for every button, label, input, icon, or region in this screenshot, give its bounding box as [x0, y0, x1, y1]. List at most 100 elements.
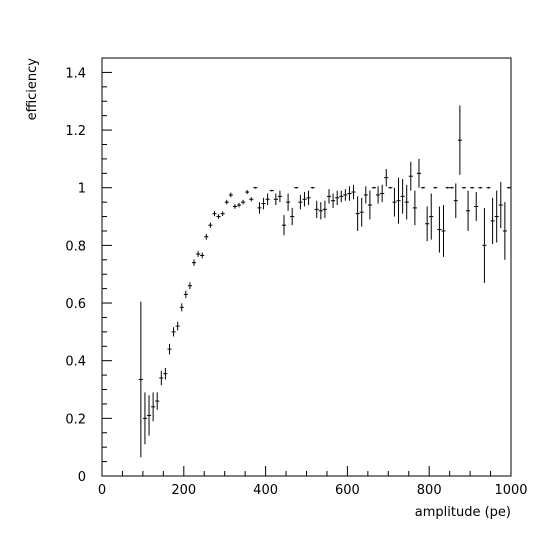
axis-ticks-layer: 0 200 400 600 800 1000 0 0.2 0.4 0.6 0.8 1 1.2 1.4 [65, 66, 527, 498]
data-point [232, 204, 237, 209]
data-point [281, 215, 287, 236]
data-point [478, 186, 483, 189]
x-tick-label: 0 [98, 483, 106, 498]
data-point [322, 200, 327, 218]
data-point [331, 193, 336, 208]
data-point [371, 186, 377, 189]
data-point [392, 187, 397, 217]
data-point [306, 190, 311, 206]
x-tick-label: 800 [417, 483, 442, 498]
data-point [273, 193, 278, 206]
x-tick-label: 1000 [494, 483, 527, 498]
data-point [179, 303, 184, 312]
data-point [355, 196, 360, 231]
y-tick-label: 0 [78, 470, 86, 485]
data-point [347, 186, 352, 201]
data-point [151, 392, 156, 422]
data-point [220, 211, 225, 216]
data-point [396, 177, 401, 224]
y-tick-label: 1.4 [65, 66, 86, 81]
data-point [461, 186, 467, 189]
x-tick-label: 600 [335, 483, 360, 498]
data-point [429, 193, 434, 240]
data-point [433, 186, 438, 189]
data-point [261, 197, 266, 210]
data-point [318, 202, 323, 220]
y-axis-label: efficiency [25, 58, 40, 121]
data-point [183, 290, 188, 299]
data-point [376, 186, 381, 204]
x-tick-label: 400 [253, 483, 278, 498]
data-point [335, 190, 340, 206]
plot-frame-layer [101, 57, 512, 477]
data-point [343, 189, 348, 201]
data-point [470, 186, 475, 189]
data-point [298, 194, 303, 210]
data-point [310, 186, 315, 189]
data-point [351, 184, 356, 200]
data-point [236, 202, 242, 208]
plot-frame [101, 57, 512, 477]
x-tick-label: 200 [171, 483, 196, 498]
data-point [187, 282, 192, 290]
axis-labels-layer: amplitude (pe) efficiency [25, 58, 511, 520]
data-point [224, 199, 229, 205]
data-point [498, 181, 503, 229]
y-tick-label: 1.2 [65, 124, 86, 139]
data-point [167, 343, 172, 355]
data-point [142, 392, 147, 445]
data-point [449, 186, 454, 189]
y-tick-label: 0.6 [65, 297, 86, 312]
data-point [457, 105, 462, 175]
data-point [294, 186, 299, 189]
data-point [200, 252, 205, 259]
data-point [412, 190, 417, 226]
data-point [277, 190, 282, 203]
y-tick-label: 0.8 [65, 239, 86, 254]
data-point [265, 193, 270, 206]
data-point [466, 190, 471, 231]
y-tick-label: 0.2 [65, 412, 86, 427]
data-point [416, 158, 422, 188]
data-point [228, 192, 233, 198]
data-point [506, 186, 511, 189]
data-point [146, 395, 152, 436]
data-point [249, 197, 254, 202]
data-point [380, 184, 385, 203]
data-point [326, 189, 332, 204]
data-point [216, 214, 221, 219]
data-point [212, 211, 217, 217]
data-point [425, 206, 430, 242]
data-point [482, 207, 487, 283]
x-axis-label: amplitude (pe) [415, 505, 511, 520]
data-point [286, 193, 291, 211]
data-point [138, 301, 143, 458]
data-point [155, 392, 160, 410]
data-point [388, 186, 393, 189]
y-tick-label: 0.4 [65, 355, 86, 370]
data-point [384, 168, 389, 187]
data-point [257, 202, 262, 214]
y-tick-label: 1 [78, 182, 86, 197]
data-point [245, 190, 250, 195]
data-point [253, 186, 258, 189]
data-point [339, 190, 344, 203]
data-point [367, 190, 372, 220]
data-point [445, 186, 450, 189]
data-point [363, 186, 368, 204]
data-point [441, 205, 446, 257]
data-point [241, 199, 246, 205]
data-point [359, 197, 364, 227]
data-points-layer [138, 105, 511, 458]
data-point [302, 192, 307, 207]
data-point [494, 190, 499, 243]
data-point [490, 197, 495, 244]
data-point [191, 259, 197, 266]
data-point [453, 183, 458, 218]
data-point [204, 233, 209, 240]
data-point [208, 222, 213, 228]
data-point [171, 327, 176, 337]
data-point [159, 370, 164, 386]
